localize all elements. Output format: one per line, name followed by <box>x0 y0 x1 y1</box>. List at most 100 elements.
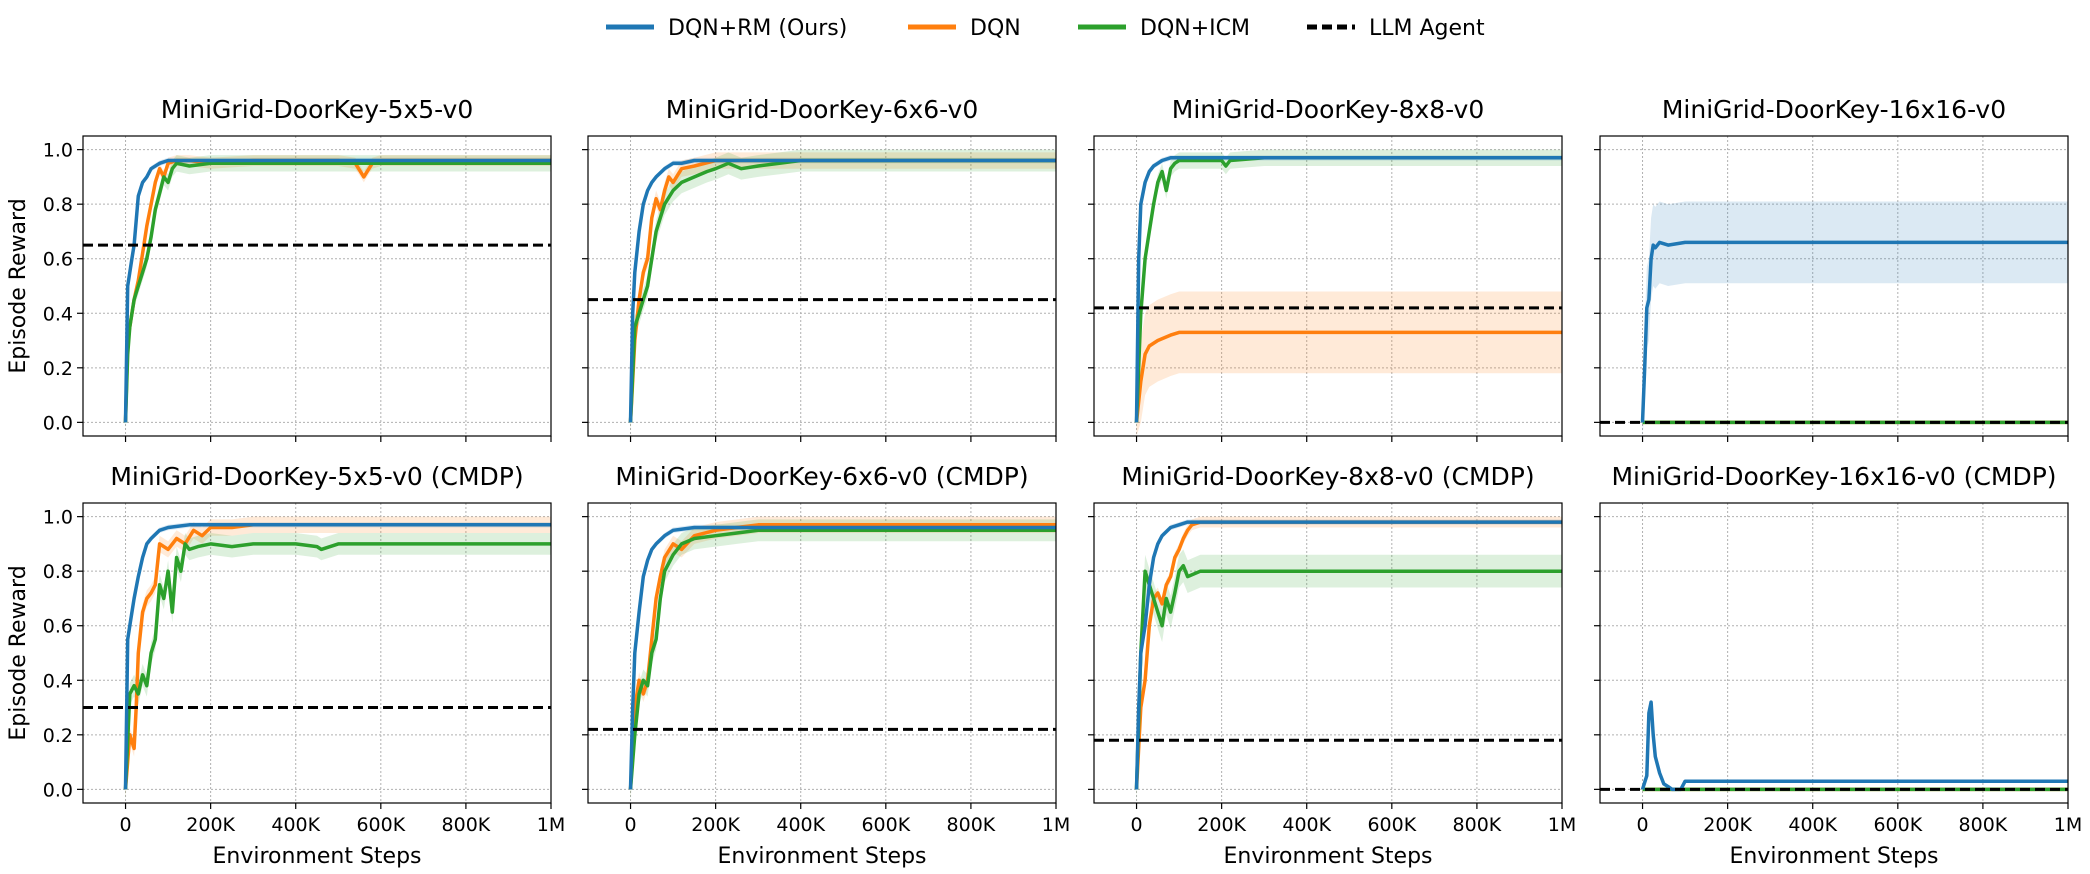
x-tick-label: 600K <box>1873 814 1922 836</box>
series-band <box>125 155 551 428</box>
x-tick-label: 400K <box>776 814 825 836</box>
series-line <box>123 158 551 423</box>
series-band <box>630 157 1056 426</box>
series-band <box>125 516 551 798</box>
x-tick-label: 0 <box>1636 814 1648 836</box>
chart-panel: MiniGrid-DoorKey-6x6-v0 <box>582 95 1057 442</box>
series-line <box>628 158 1056 423</box>
chart-panel: 0 200K 400K 600K 800K 1M MiniGrid-DoorKey-6x6-… <box>582 462 1070 869</box>
series-band <box>1136 516 1562 795</box>
x-tick-label: 1M <box>1548 814 1576 836</box>
chart-panel: MiniGrid-DoorKey-8x8-v0 <box>1088 95 1563 442</box>
series-band <box>125 155 551 431</box>
y-tick-label: 0.0 <box>43 412 73 434</box>
series-line <box>1134 520 1562 790</box>
legend: DQN+RM (Ours) DQN DQN+ICM LLM Agent <box>606 16 1485 41</box>
axes-frame <box>1093 135 1563 437</box>
axes-frame <box>82 135 552 437</box>
series-band <box>1136 291 1562 436</box>
panels: 0.0 0.2 0.4 0.6 0.8 1.0 MiniGrid-DoorKey-5x5-v… <box>6 95 2082 869</box>
series-band <box>1136 149 1562 431</box>
legend-label: DQN+RM (Ours) <box>668 16 847 41</box>
series-band <box>125 157 551 426</box>
series-band <box>125 522 551 793</box>
x-tick-label: 600K <box>356 814 405 836</box>
chart-panel: 0.0 0.2 0.4 0.6 0.8 1.0 MiniGrid-DoorKey-5x5-v… <box>6 95 552 442</box>
y-tick-label: 0.4 <box>43 670 73 692</box>
legend-label: LLM Agent <box>1369 16 1485 41</box>
panel-title: MiniGrid-DoorKey-6x6-v0 <box>666 95 978 124</box>
series-line <box>1134 330 1562 423</box>
panel-title: MiniGrid-DoorKey-5x5-v0 <box>161 95 473 124</box>
x-tick-label: 800K <box>947 814 996 836</box>
y-tick-label: 0.4 <box>43 303 73 325</box>
x-tick-label: 1M <box>2054 814 2082 836</box>
legend-label: DQN <box>970 16 1021 41</box>
x-tick-label: 1M <box>1042 814 1070 836</box>
x-tick-label: 200K <box>1197 814 1246 836</box>
series-band <box>630 149 1056 434</box>
x-tick-label: 0 <box>624 814 636 836</box>
x-tick-label: 800K <box>1959 814 2008 836</box>
chart-panel: 0 200K 400K 600K 800K 1M MiniGrid-DoorKey-16x1… <box>1594 462 2082 869</box>
series-band <box>630 152 1056 431</box>
x-tick-label: 200K <box>691 814 740 836</box>
axes-frame <box>1599 135 2069 437</box>
x-tick-label: 600K <box>1367 814 1416 836</box>
series-line <box>1134 520 1562 790</box>
series-line <box>628 523 1056 790</box>
series-line <box>123 158 551 423</box>
series-band <box>1642 201 2068 436</box>
x-tick-label: 0 <box>1130 814 1142 836</box>
axes-frame <box>1599 502 2069 804</box>
x-tick-label: 400K <box>271 814 320 836</box>
y-tick-label: 0.2 <box>43 358 73 380</box>
x-tick-label: 600K <box>861 814 910 836</box>
series-line <box>628 528 1056 790</box>
series-line <box>1640 700 2068 792</box>
y-tick-label: 0.8 <box>43 194 73 216</box>
axes-frame <box>1093 502 1563 804</box>
series-band <box>125 533 551 801</box>
chart-panel: 0 200K 400K 600K 800K 1M 0.0 0.2 0.4 0.6 0.8 1.0 Min… <box>6 462 565 869</box>
x-tick-label: 1M <box>537 814 565 836</box>
y-tick-label: 1.0 <box>43 507 73 529</box>
x-tick-label: 200K <box>1703 814 1752 836</box>
series-line <box>123 161 551 423</box>
legend-label: DQN+ICM <box>1140 16 1250 41</box>
axes-frame <box>82 502 552 804</box>
y-tick-label: 0.2 <box>43 725 73 747</box>
panel-title: MiniGrid-DoorKey-6x6-v0 (CMDP) <box>615 462 1028 491</box>
y-axis-label: Episode Reward <box>6 198 31 373</box>
x-axis-label: Environment Steps <box>212 844 421 869</box>
series-line <box>1134 156 1562 423</box>
series-band <box>630 524 1056 793</box>
y-tick-label: 0.0 <box>43 779 73 801</box>
x-axis-label: Environment Steps <box>1223 844 1432 869</box>
y-axis-label: Episode Reward <box>6 565 31 740</box>
y-tick-label: 0.6 <box>43 249 73 271</box>
series-line <box>123 523 551 790</box>
panel-title: MiniGrid-DoorKey-16x16-v0 (CMDP) <box>1611 462 2056 491</box>
series-line <box>123 542 551 790</box>
x-tick-label: 800K <box>1453 814 1502 836</box>
x-axis-label: Environment Steps <box>1729 844 1938 869</box>
chart-panel: MiniGrid-DoorKey-16x16-v0 <box>1594 95 2069 442</box>
x-tick-label: 800K <box>442 814 491 836</box>
series-line <box>1640 240 2068 423</box>
x-axis-label: Environment Steps <box>717 844 926 869</box>
x-tick-label: 200K <box>186 814 235 836</box>
series-band <box>1136 549 1562 803</box>
axes-frame <box>587 502 1057 804</box>
panel-title: MiniGrid-DoorKey-16x16-v0 <box>1662 95 2006 124</box>
series-line <box>123 523 551 790</box>
y-tick-label: 0.6 <box>43 616 73 638</box>
panel-title: MiniGrid-DoorKey-8x8-v0 (CMDP) <box>1121 462 1534 491</box>
series-line <box>628 158 1056 423</box>
series-line <box>628 158 1056 423</box>
series-band <box>630 516 1056 798</box>
y-tick-label: 0.8 <box>43 561 73 583</box>
x-tick-label: 400K <box>1282 814 1331 836</box>
chart-panel: 0 200K 400K 600K 800K 1M MiniGrid-DoorKey-8x8-… <box>1088 462 1576 869</box>
